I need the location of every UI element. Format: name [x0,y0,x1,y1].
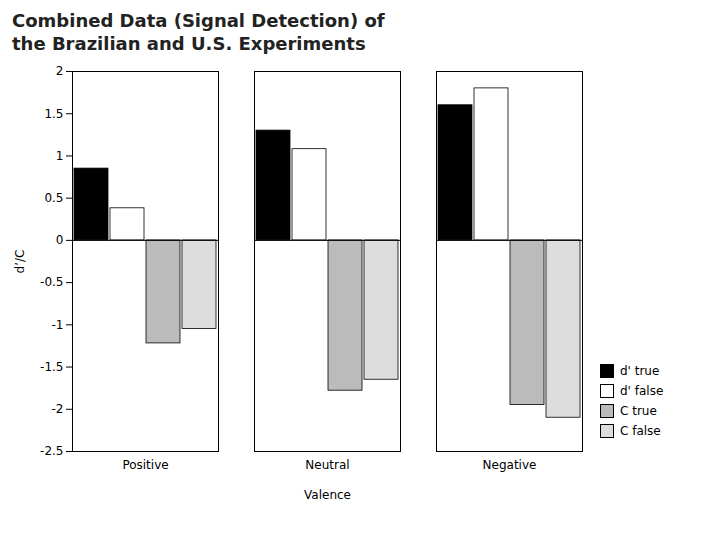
svg-text:Negative: Negative [483,458,537,472]
html-text:d' false: d' false [620,384,664,398]
svg-text:0.5: 0.5 [44,191,63,205]
svg-text:1.5: 1.5 [44,107,63,121]
svg-text:Neutral: Neutral [305,458,349,472]
html-text:C true: C true [620,404,657,418]
svg-text:-2: -2 [52,402,64,416]
svg-text:Valence: Valence [304,488,351,502]
svg-text:Positive: Positive [122,458,168,472]
svg-text:0: 0 [56,233,64,247]
svg-text:1: 1 [56,149,64,163]
html-text:Combined Data (Signal Detectio: Combined Data (Signal Detection) of the … [12,10,385,54]
svg-text:-1: -1 [52,318,64,332]
svg-text:-1.5: -1.5 [40,360,63,374]
svg-text:2: 2 [56,64,64,78]
html-text:d' true: d' true [620,364,660,378]
svg-text:d’/C: d’/C [13,250,27,274]
svg-text:-0.5: -0.5 [40,275,63,289]
html-text:C false: C false [620,424,661,438]
svg-text:-2.5: -2.5 [40,444,63,458]
